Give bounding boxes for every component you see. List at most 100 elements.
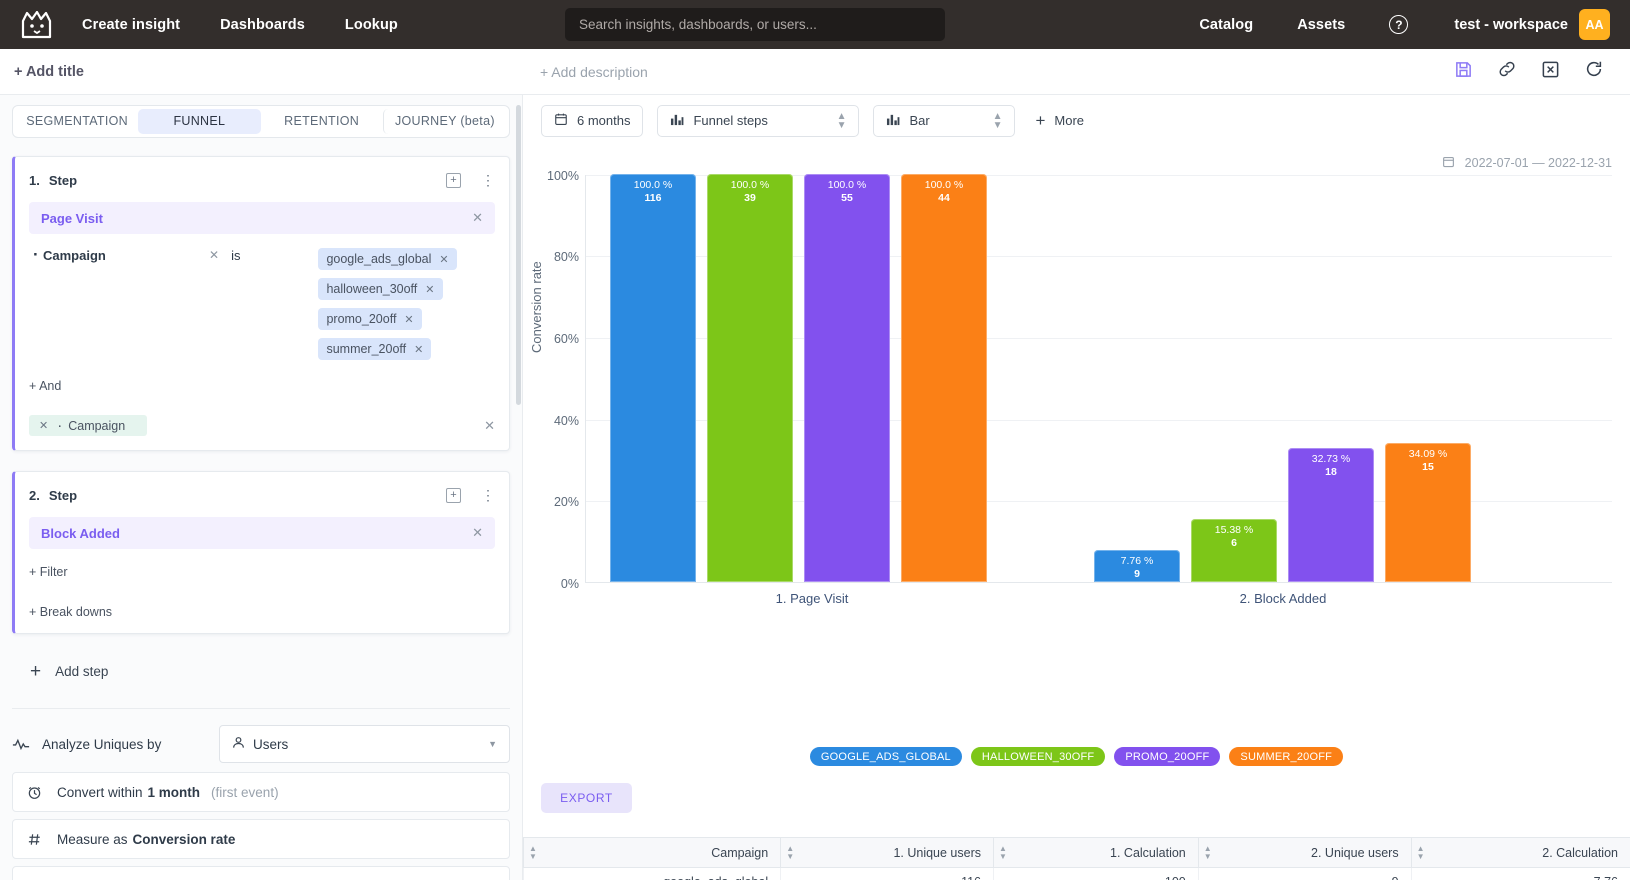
measure-as-value: Conversion rate (132, 831, 236, 847)
add-step-inline-icon[interactable]: + (446, 487, 461, 503)
step-2-actions: + ⋮ (446, 487, 495, 503)
help-icon[interactable]: ? (1389, 15, 1409, 34)
table-header-unique-users-1[interactable]: ▲ ▼ 1. Unique users (780, 837, 994, 868)
bar-halloween_30off-step2[interactable]: 15.38 % 6 (1191, 519, 1277, 582)
step-2-event-remove-icon[interactable]: ✕ (472, 525, 483, 540)
filter-chip[interactable]: summer_20off ✕ (318, 338, 432, 360)
nav-link-assets[interactable]: Assets (1297, 16, 1346, 33)
filter-chip-remove-icon[interactable]: ✕ (439, 253, 449, 266)
save-icon[interactable] (1454, 60, 1473, 84)
step-1-event-remove-icon[interactable]: ✕ (472, 210, 483, 225)
analysis-type-tabs: SEGMENTATION FUNNEL RETENTION JOURNEY (b… (12, 105, 510, 138)
bar-summer_20off-step1[interactable]: 100.0 % 44 (901, 174, 987, 582)
bar-count-label: 18 (1325, 466, 1337, 478)
filter-operator[interactable]: is (231, 248, 241, 263)
filter-chip-remove-icon[interactable]: ✕ (425, 283, 435, 296)
bar-google_ads_global-step2[interactable]: 7.76 % 9 (1094, 550, 1180, 582)
step-1-menu-icon[interactable]: ⋮ (481, 172, 495, 188)
step-2-event[interactable]: Block Added ✕ (29, 517, 495, 549)
legend-item-halloween_30off[interactable]: HALLOWEEN_30OFF (970, 747, 1106, 766)
bar-promo_20off-step1[interactable]: 100.0 % 55 (804, 174, 890, 582)
tab-retention[interactable]: RETENTION (284, 114, 360, 128)
convert-within-row[interactable]: Convert within 1 month (first event) (12, 772, 510, 812)
nav-link-catalog[interactable]: Catalog (1199, 16, 1254, 33)
filter-property-label[interactable]: Campaign (29, 245, 209, 360)
add-description-button[interactable]: + Add description (540, 63, 648, 80)
filter-chip[interactable]: google_ads_global ✕ (318, 248, 457, 270)
gridline (586, 420, 1612, 421)
stepper-icon[interactable]: ▲ ▼ (992, 110, 1003, 131)
table-header-calculation-2[interactable]: ▲ ▼ 2. Calculation (1410, 837, 1630, 868)
convert-within-suffix: (first event) (211, 784, 279, 800)
tab-segmentation[interactable]: SEGMENTATION (26, 114, 128, 128)
chart-type-selector[interactable]: Bar ▲ ▼ (873, 104, 1016, 137)
close-box-icon[interactable] (1541, 60, 1560, 84)
refresh-icon[interactable] (1584, 59, 1604, 84)
filter-chip[interactable]: halloween_30off ✕ (318, 278, 443, 300)
funnel-step-2: 2. Step + ⋮ Block Added ✕ + Filter + Bre… (12, 471, 510, 634)
add-step-button[interactable]: + Add step (30, 662, 522, 681)
left-panel-scrollbar[interactable] (516, 105, 521, 405)
breakdown-chip-remove-icon[interactable]: ✕ (39, 420, 49, 432)
table-header-unique-users-2[interactable]: ▲ ▼ 2. Unique users (1197, 837, 1412, 868)
add-breakdowns-link[interactable]: + Break downs (29, 605, 113, 619)
tab-journey[interactable]: JOURNEY (beta) (382, 109, 506, 134)
breakdown-mode-selector[interactable]: Funnel steps ▲ ▼ (657, 104, 860, 137)
hash-icon (27, 832, 57, 847)
stepper-icon[interactable]: ▲ ▼ (836, 110, 847, 131)
search-input[interactable] (565, 8, 945, 41)
nav-link-lookup[interactable]: Lookup (344, 16, 398, 33)
table-cell-unique-users-1: 116 (780, 867, 994, 880)
table-header-campaign[interactable]: ▲ ▼ Campaign (523, 837, 781, 868)
workspace-name[interactable]: test - workspace (1454, 16, 1568, 33)
export-button[interactable]: EXPORT (541, 783, 632, 813)
user-icon (232, 736, 245, 752)
table-cell-campaign: google_ads_global (523, 867, 781, 880)
more-options-button[interactable]: + More (1035, 112, 1084, 129)
bar-summer_20off-step2[interactable]: 34.09 % 15 (1385, 443, 1471, 582)
y-tick: 100% (547, 169, 579, 183)
gridline (586, 501, 1612, 502)
add-and-condition[interactable]: + And (29, 379, 62, 393)
calendar-icon (554, 112, 568, 129)
y-tick: 40% (553, 414, 579, 428)
filter-chip-remove-icon[interactable]: ✕ (404, 313, 414, 326)
step-1-label: Step (48, 172, 78, 188)
avatar[interactable]: AA (1579, 9, 1610, 40)
link-icon[interactable] (1497, 59, 1517, 84)
clock-icon (27, 785, 57, 800)
filter-remove-icon[interactable]: ✕ (209, 248, 220, 262)
nav-link-create-insight[interactable]: Create insight (82, 16, 181, 33)
legend-item-google_ads_global[interactable]: GOOGLE_ADS_GLOBAL (809, 747, 962, 766)
insight-title-bar: + Add title + Add description (0, 49, 1630, 95)
tab-funnel[interactable]: FUNNEL (138, 109, 261, 134)
filter-chip-remove-icon[interactable]: ✕ (414, 343, 424, 356)
analyze-uniques-select[interactable]: Users ▼ (219, 725, 510, 763)
extra-option-row[interactable] (12, 866, 510, 880)
filter-chip[interactable]: promo_20off ✕ (318, 308, 422, 330)
breakdown-row-remove-icon[interactable]: ✕ (484, 417, 495, 433)
nav-link-dashboards[interactable]: Dashboards (220, 16, 305, 33)
divider (12, 708, 510, 709)
add-step-inline-icon[interactable]: + (446, 172, 461, 188)
breakdown-chip[interactable]: ✕ · Campaign (29, 415, 147, 436)
bar-google_ads_global-step1[interactable]: 100.0 % 116 (610, 174, 696, 582)
add-title-button[interactable]: + Add title (14, 63, 84, 80)
cat-logo-icon[interactable] (20, 10, 54, 39)
gridline (586, 338, 1612, 339)
add-filter-link[interactable]: + Filter (29, 565, 68, 579)
bars-icon (670, 113, 684, 129)
measure-as-row[interactable]: Measure as Conversion rate (12, 819, 510, 859)
bar-pct-label: 15.38 % (1214, 524, 1254, 536)
bar-promo_20off-step2[interactable]: 32.73 % 18 (1288, 448, 1374, 582)
bar-halloween_30off-step1[interactable]: 100.0 % 39 (707, 174, 793, 582)
y-tick: 0% (560, 577, 579, 591)
period-selector[interactable]: 6 months (541, 104, 644, 137)
step-2-menu-icon[interactable]: ⋮ (481, 487, 495, 503)
step-1-event[interactable]: Page Visit ✕ (29, 202, 495, 234)
table-row[interactable]: google_ads_global 116 100 9 7.76 (523, 867, 1630, 880)
legend-item-summer_20off[interactable]: SUMMER_20OFF (1229, 747, 1344, 766)
table-header-calculation-1[interactable]: ▲ ▼ 1. Calculation (993, 837, 1199, 868)
legend-item-promo_20off[interactable]: PROMO_20OFF (1114, 747, 1221, 766)
plus-icon: + (30, 661, 42, 682)
